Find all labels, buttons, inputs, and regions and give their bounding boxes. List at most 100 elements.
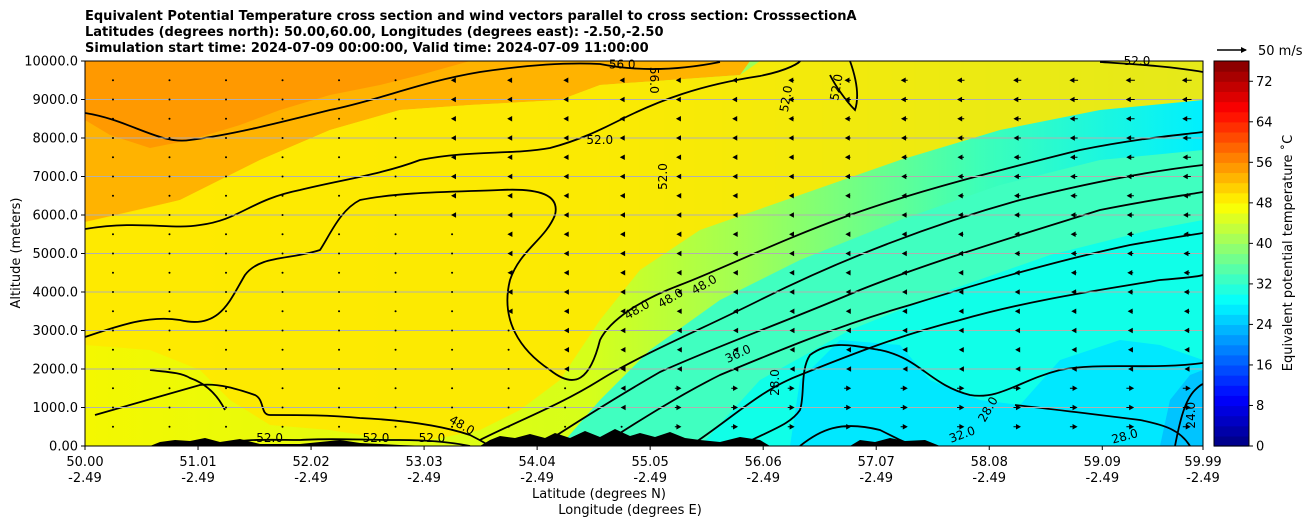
- wind-vector-130: [450, 115, 456, 122]
- wind-vector-326: [1071, 366, 1077, 372]
- contour-label-7: 52.0: [363, 431, 390, 445]
- wind-vector-50: [225, 194, 228, 197]
- wind-vector-61: [281, 348, 284, 351]
- wind-vector-95: [394, 425, 397, 428]
- contour-48-west: [94, 383, 491, 446]
- wind-vector-29: [168, 233, 171, 236]
- wind-vector-28: [168, 252, 171, 255]
- wind-vector-234: [789, 308, 795, 315]
- wind-vector-193: [676, 366, 682, 372]
- wind-vector-268: [900, 385, 908, 392]
- wind-vector-235: [789, 289, 795, 295]
- wind-vector-135: [507, 387, 510, 390]
- wind-vector-152: [564, 425, 567, 428]
- wind-vector-205: [675, 135, 681, 141]
- wind-vector-348: [1127, 308, 1133, 315]
- wind-vector-125: [451, 212, 457, 218]
- wind-vector-164: [563, 192, 569, 199]
- contour-lines: [85, 61, 1203, 446]
- wind-vector-325: [1069, 385, 1078, 392]
- wind-vector-49: [225, 214, 228, 216]
- wind-vector-301: [957, 115, 965, 122]
- wind-vector-229: [787, 404, 795, 411]
- wind-vector-31: [168, 194, 171, 197]
- wind-vector-163: [563, 212, 569, 218]
- wind-vector-183: [619, 192, 625, 199]
- wind-vector-320: [1013, 115, 1022, 122]
- wind-vector-290: [958, 327, 964, 334]
- wind-vector-30: [168, 214, 171, 216]
- wind-vector-338: [1069, 135, 1078, 141]
- wind-vector-169: [563, 96, 569, 103]
- colorbar-tick-label-2: 16: [1256, 358, 1273, 373]
- wind-vector-289: [958, 346, 964, 353]
- wind-vector-187: [619, 115, 625, 122]
- colorbar-segment-32: [1214, 111, 1249, 123]
- wind-vector-136: [507, 368, 510, 370]
- colorbar-segment-6: [1214, 375, 1249, 386]
- wind-vector-65: [281, 271, 284, 274]
- wind-vector-56: [225, 79, 228, 82]
- wind-vector-54: [225, 117, 228, 120]
- x-tick-label-lat-3: 53.03: [405, 455, 442, 470]
- wind-vector-48: [225, 233, 228, 236]
- wind-vector-369: [1183, 269, 1190, 276]
- y-tick-label-8: 8000.0: [33, 132, 79, 147]
- wind-vector-225: [732, 115, 738, 122]
- wind-vector-278: [901, 192, 907, 199]
- wind-vector-194: [676, 346, 682, 353]
- wind-vector-354: [1126, 192, 1134, 199]
- wind-vector-181: [620, 231, 626, 238]
- wind-vector-75: [281, 79, 284, 82]
- wind-vector-249: [844, 385, 852, 392]
- colorbar: 0 8 16 24 32 40 48 56 64 72: [1213, 60, 1273, 455]
- wind-vector-99: [394, 348, 397, 351]
- wind-vector-188: [619, 96, 625, 103]
- wind-vector-178: [620, 289, 626, 295]
- colorbar-tick-label-0: 0: [1256, 440, 1264, 455]
- wind-vector-190: [674, 423, 682, 430]
- x-tick-label-lat-6: 56.06: [745, 455, 782, 470]
- wind-vector-104: [394, 252, 397, 255]
- wind-vector-138: [507, 329, 510, 332]
- wind-vector-360: [1125, 77, 1135, 84]
- x-tick-label-lat-4: 54.04: [519, 455, 556, 470]
- contour-label-8: 52.0: [419, 431, 446, 445]
- wind-vector-309: [1015, 327, 1021, 334]
- wind-vector-22: [168, 368, 171, 370]
- wind-vector-259: [845, 192, 851, 199]
- wind-vector-156: [564, 346, 570, 353]
- wind-vector-3: [111, 368, 114, 370]
- colorbar-tick-label-8: 64: [1256, 115, 1273, 130]
- colorbar-segment-30: [1214, 131, 1249, 143]
- colorbar-segment-17: [1214, 263, 1249, 275]
- wind-vector-342: [1126, 423, 1135, 430]
- wind-vector-352: [1126, 231, 1134, 238]
- wind-vector-379: [1181, 77, 1192, 84]
- wind-vector-124: [451, 233, 454, 236]
- wind-vector-11: [111, 214, 114, 216]
- wind-vector-305: [1013, 404, 1021, 411]
- wind-vector-81: [338, 329, 341, 332]
- wind-vector-303: [956, 77, 965, 84]
- wind-vector-167: [563, 135, 569, 141]
- wind-vector-202: [676, 192, 682, 199]
- wind-key: 50 m/s: [1217, 44, 1303, 59]
- wind-vector-144: [507, 212, 513, 218]
- wind-vector-34: [168, 137, 171, 139]
- wind-vector-121: [451, 291, 454, 293]
- wind-vector-192: [674, 385, 682, 392]
- wind-vector-41: [225, 368, 228, 370]
- wind-vector-335: [1070, 192, 1078, 199]
- wind-vector-211: [731, 385, 739, 392]
- contour-36: [599, 232, 1203, 446]
- wind-vector-347: [1127, 327, 1133, 334]
- wind-vector-195: [676, 327, 682, 334]
- y-tick-label-3: 3000.0: [33, 324, 79, 339]
- wind-vector-378: [1182, 96, 1192, 103]
- wind-vector-375: [1182, 154, 1191, 161]
- wind-vector-179: [620, 269, 626, 276]
- wind-vector-177: [620, 308, 626, 315]
- wind-vector-141: [507, 269, 513, 276]
